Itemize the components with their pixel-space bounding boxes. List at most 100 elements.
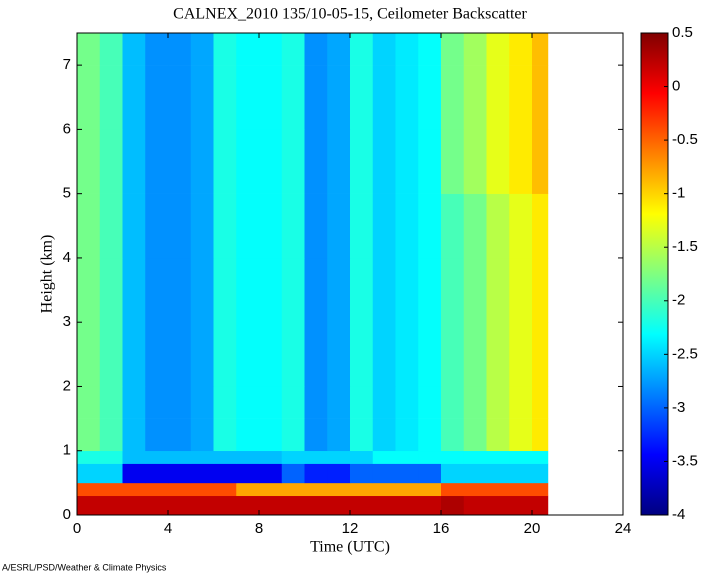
heatmap-cell xyxy=(509,463,533,484)
heatmap-cell xyxy=(350,463,374,484)
heatmap-cell xyxy=(350,65,374,130)
heatmap-cell xyxy=(236,450,260,464)
heatmap-cell xyxy=(486,463,510,484)
y-tick-label: 3 xyxy=(63,313,71,330)
heatmap-cell xyxy=(486,65,510,130)
heatmap-cell xyxy=(77,193,101,259)
heatmap-cell xyxy=(281,463,305,484)
heatmap-cell xyxy=(145,495,169,516)
heatmap-cell xyxy=(532,322,549,387)
heatmap-cell xyxy=(122,33,146,66)
heatmap-cell xyxy=(281,322,305,387)
heatmap-cell xyxy=(418,257,442,323)
heatmap-cell xyxy=(509,257,533,323)
heatmap-cell xyxy=(190,482,214,497)
heatmap-cell xyxy=(304,482,328,497)
heatmap-cell xyxy=(190,386,214,419)
heatmap-cell xyxy=(395,33,419,66)
heatmap-cell xyxy=(281,386,305,419)
heatmap-cell xyxy=(168,129,192,194)
heatmap-cell xyxy=(441,495,465,516)
heatmap-cell xyxy=(372,193,396,259)
heatmap-cell xyxy=(532,386,549,419)
heatmap-cell xyxy=(372,495,396,516)
heatmap-cell xyxy=(395,418,419,452)
colorbar-tick-label: -4 xyxy=(672,506,685,523)
x-tick-label: 0 xyxy=(73,520,81,537)
heatmap-cell xyxy=(190,418,214,452)
heatmap-cell xyxy=(532,33,549,66)
heatmap-cell xyxy=(145,482,169,497)
heatmap-cell xyxy=(532,193,549,259)
heatmap-cell xyxy=(441,33,465,66)
heatmap-cell xyxy=(236,482,260,497)
heatmap-cell xyxy=(441,129,465,194)
heatmap-cell xyxy=(213,129,237,194)
heatmap-cell xyxy=(168,450,192,464)
heatmap-cell xyxy=(168,482,192,497)
heatmap-cell xyxy=(77,33,101,66)
heatmap-cell xyxy=(168,322,192,387)
heatmap-cell xyxy=(486,33,510,66)
heatmap-cell xyxy=(145,65,169,130)
heatmap-cell xyxy=(99,386,123,419)
heatmap-cell xyxy=(122,257,146,323)
heatmap-cell xyxy=(259,322,283,387)
heatmap-cell xyxy=(463,322,487,387)
heatmap-cell xyxy=(395,322,419,387)
colorbar-tick-label: -0.5 xyxy=(672,131,698,148)
heatmap-cell xyxy=(327,193,351,259)
heatmap-cell xyxy=(259,257,283,323)
heatmap-cell xyxy=(77,450,101,464)
heatmap-cell xyxy=(122,386,146,419)
heatmap-cell xyxy=(350,129,374,194)
x-tick-label: 12 xyxy=(342,520,359,537)
heatmap-cell xyxy=(327,129,351,194)
x-axis-label: Time (UTC) xyxy=(310,539,390,556)
heatmap-cell xyxy=(486,450,510,464)
colorbar-tick-label: 0 xyxy=(672,78,680,95)
heatmap-cell xyxy=(418,33,442,66)
heatmap-cell xyxy=(372,482,396,497)
y-tick-label: 2 xyxy=(63,377,71,394)
heatmap-cell xyxy=(99,495,123,516)
heatmap-cell xyxy=(122,418,146,452)
heatmap-cell xyxy=(122,463,146,484)
heatmap-cell xyxy=(509,386,533,419)
heatmap-cell xyxy=(486,193,510,259)
heatmap-cell xyxy=(463,495,487,516)
heatmap-cell xyxy=(190,129,214,194)
heatmap-cell xyxy=(463,33,487,66)
heatmap-cell xyxy=(395,482,419,497)
heatmap-cell xyxy=(395,463,419,484)
heatmap-cell xyxy=(350,386,374,419)
heatmap-cell xyxy=(259,482,283,497)
heatmap-cell xyxy=(486,322,510,387)
heatmap-cell xyxy=(213,33,237,66)
heatmap-cell xyxy=(122,495,146,516)
heatmap-cell xyxy=(168,33,192,66)
heatmap-cell xyxy=(463,463,487,484)
heatmap-cell xyxy=(281,193,305,259)
heatmap-cell xyxy=(350,257,374,323)
heatmap-cell xyxy=(532,495,549,516)
heatmap-cell xyxy=(236,495,260,516)
heatmap-cell xyxy=(304,495,328,516)
heatmap-cell xyxy=(327,386,351,419)
heatmap-cell xyxy=(213,65,237,130)
heatmap-cell xyxy=(168,65,192,130)
heatmap-cell xyxy=(327,418,351,452)
heatmap-cell xyxy=(463,193,487,259)
heatmap-cell xyxy=(213,193,237,259)
heatmap-cell xyxy=(190,450,214,464)
heatmap-cell xyxy=(463,450,487,464)
x-tick-label: 20 xyxy=(524,520,541,537)
heatmap-cell xyxy=(77,257,101,323)
heatmap-cell xyxy=(509,482,533,497)
heatmap-cell xyxy=(350,418,374,452)
heatmap-cell xyxy=(463,386,487,419)
heatmap-cell xyxy=(122,482,146,497)
colorbar xyxy=(640,32,669,516)
